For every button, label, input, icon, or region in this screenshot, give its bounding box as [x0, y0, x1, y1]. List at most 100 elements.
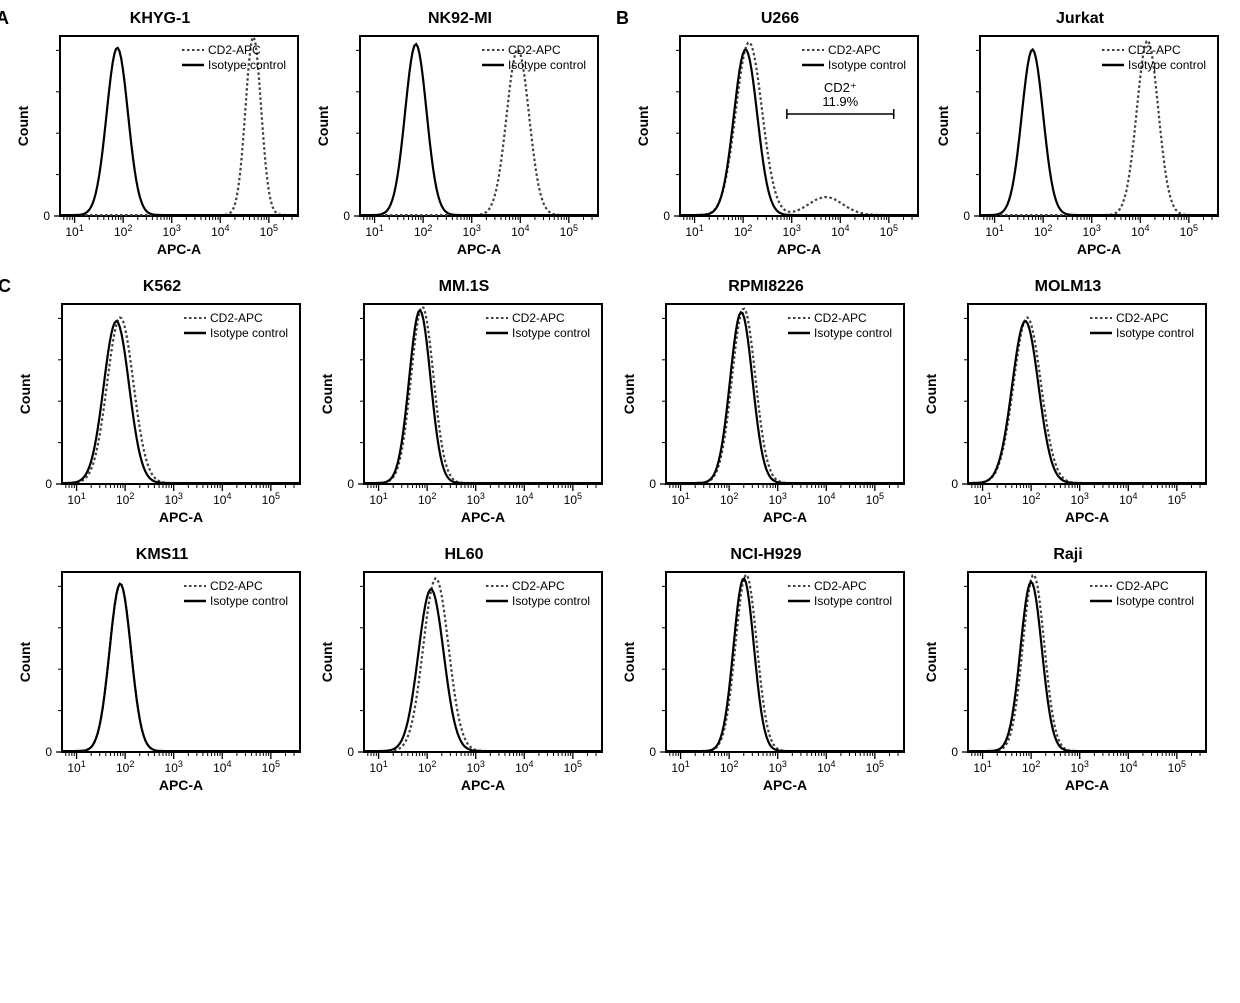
- legend-iso-label: Isotype control: [828, 58, 906, 72]
- legend-iso-label: Isotype control: [210, 326, 288, 340]
- svg-text:103: 103: [165, 759, 183, 775]
- svg-text:104: 104: [213, 759, 231, 775]
- svg-text:102: 102: [116, 759, 134, 775]
- row-3: KMS11101102103104105APC-A0CountCD2-APCIs…: [10, 546, 1230, 806]
- figure-root: AKHYG-1101102103104105APC-A0CountCD2-APC…: [10, 10, 1230, 806]
- isotype-curve: [62, 584, 300, 751]
- svg-text:102: 102: [418, 491, 436, 507]
- svg-text:101: 101: [67, 491, 85, 507]
- panel-raji: Raji101102103104105APC-A0CountCD2-APCIso…: [918, 546, 1218, 806]
- isotype-curve: [980, 50, 1218, 216]
- y-axis-label: Count: [315, 105, 331, 146]
- svg-text:102: 102: [414, 223, 432, 239]
- svg-text:102: 102: [418, 759, 436, 775]
- histogram-plot: 101102103104105APC-A0CountCD2-APCIsotype…: [314, 566, 614, 806]
- histogram-plot: 101102103104105APC-A0CountCD2-APCIsotype…: [918, 298, 1218, 538]
- svg-text:102: 102: [720, 491, 738, 507]
- svg-text:103: 103: [467, 759, 485, 775]
- x-axis-label: APC-A: [159, 509, 203, 525]
- x-axis-label: APC-A: [1077, 241, 1121, 257]
- isotype-curve: [968, 321, 1206, 483]
- legend-cd2-label: CD2-APC: [1116, 311, 1169, 325]
- svg-text:104: 104: [1119, 759, 1137, 775]
- legend-cd2-label: CD2-APC: [210, 579, 263, 593]
- histogram-plot: 101102103104105APC-A0CountCD2-APCIsotype…: [616, 298, 916, 538]
- legend-cd2-label: CD2-APC: [1116, 579, 1169, 593]
- svg-text:105: 105: [880, 223, 898, 239]
- svg-text:105: 105: [1168, 491, 1186, 507]
- legend-iso-label: Isotype control: [1116, 594, 1194, 608]
- svg-text:0: 0: [45, 745, 52, 759]
- y-axis-label: Count: [621, 641, 637, 682]
- panel-title: Jurkat: [930, 10, 1230, 28]
- group-label-c: C: [0, 276, 11, 297]
- svg-text:104: 104: [1131, 223, 1149, 239]
- legend-cd2-label: CD2-APC: [512, 579, 565, 593]
- svg-text:102: 102: [116, 491, 134, 507]
- y-axis-label: Count: [15, 105, 31, 146]
- svg-text:103: 103: [467, 491, 485, 507]
- panel-nk92-mi: NK92-MI101102103104105APC-A0CountCD2-APC…: [310, 10, 610, 270]
- svg-text:105: 105: [262, 759, 280, 775]
- panel-molm13: MOLM13101102103104105APC-A0CountCD2-APCI…: [918, 278, 1218, 538]
- histogram-plot: 101102103104105APC-A0CountCD2-APCIsotype…: [630, 30, 930, 270]
- svg-text:0: 0: [663, 209, 670, 223]
- legend-cd2-label: CD2-APC: [208, 43, 261, 57]
- panel-title: KHYG-1: [10, 10, 310, 28]
- svg-text:101: 101: [973, 491, 991, 507]
- panel-jurkat: Jurkat101102103104105APC-A0CountCD2-APCI…: [930, 10, 1230, 270]
- histogram-plot: 101102103104105APC-A0CountCD2-APCIsotype…: [12, 298, 312, 538]
- svg-text:102: 102: [114, 223, 132, 239]
- svg-text:104: 104: [213, 491, 231, 507]
- panel-title: NK92-MI: [310, 10, 610, 28]
- isotype-curve: [62, 321, 300, 483]
- svg-text:103: 103: [769, 491, 787, 507]
- svg-text:101: 101: [365, 223, 383, 239]
- panel-title: K562: [12, 278, 312, 296]
- svg-text:105: 105: [564, 491, 582, 507]
- panel-title: NCI-H929: [616, 546, 916, 564]
- x-axis-label: APC-A: [777, 241, 821, 257]
- svg-text:105: 105: [560, 223, 578, 239]
- svg-text:0: 0: [649, 745, 656, 759]
- y-axis-label: Count: [17, 641, 33, 682]
- panel-title: HL60: [314, 546, 614, 564]
- isotype-curve: [60, 48, 298, 215]
- svg-text:101: 101: [67, 759, 85, 775]
- svg-text:0: 0: [45, 477, 52, 491]
- svg-text:102: 102: [1022, 491, 1040, 507]
- group-label-b: B: [616, 8, 629, 29]
- x-axis-label: APC-A: [763, 509, 807, 525]
- svg-text:102: 102: [1034, 223, 1052, 239]
- histogram-plot: 101102103104105APC-A0CountCD2-APCIsotype…: [918, 566, 1218, 806]
- svg-text:0: 0: [347, 745, 354, 759]
- svg-text:0: 0: [43, 209, 50, 223]
- x-axis-label: APC-A: [1065, 509, 1109, 525]
- svg-text:103: 103: [1071, 491, 1089, 507]
- svg-text:101: 101: [973, 759, 991, 775]
- legend-cd2-label: CD2-APC: [508, 43, 561, 57]
- panel-nci-h929: NCI-H929101102103104105APC-A0CountCD2-AP…: [616, 546, 916, 806]
- legend-cd2-label: CD2-APC: [814, 311, 867, 325]
- row-2: CK562101102103104105APC-A0CountCD2-APCIs…: [10, 278, 1230, 538]
- svg-text:103: 103: [163, 223, 181, 239]
- histogram-plot: 101102103104105APC-A0CountCD2-APCIsotype…: [12, 566, 312, 806]
- isotype-curve: [680, 50, 918, 215]
- svg-text:105: 105: [564, 759, 582, 775]
- panel-rpmi8226: RPMI8226101102103104105APC-A0CountCD2-AP…: [616, 278, 916, 538]
- legend-cd2-label: CD2-APC: [1128, 43, 1181, 57]
- y-axis-label: Count: [935, 105, 951, 146]
- svg-text:104: 104: [515, 759, 533, 775]
- svg-text:0: 0: [963, 209, 970, 223]
- cd2-curve: [62, 318, 300, 484]
- legend-iso-label: Isotype control: [512, 326, 590, 340]
- x-axis-label: APC-A: [157, 241, 201, 257]
- legend-cd2-label: CD2-APC: [828, 43, 881, 57]
- panel-title: MM.1S: [314, 278, 614, 296]
- y-axis-label: Count: [635, 105, 651, 146]
- svg-text:105: 105: [262, 491, 280, 507]
- panel-mm-1s: MM.1S101102103104105APC-A0CountCD2-APCIs…: [314, 278, 614, 538]
- svg-text:101: 101: [65, 223, 83, 239]
- svg-text:101: 101: [985, 223, 1003, 239]
- panel-hl60: HL60101102103104105APC-A0CountCD2-APCIso…: [314, 546, 614, 806]
